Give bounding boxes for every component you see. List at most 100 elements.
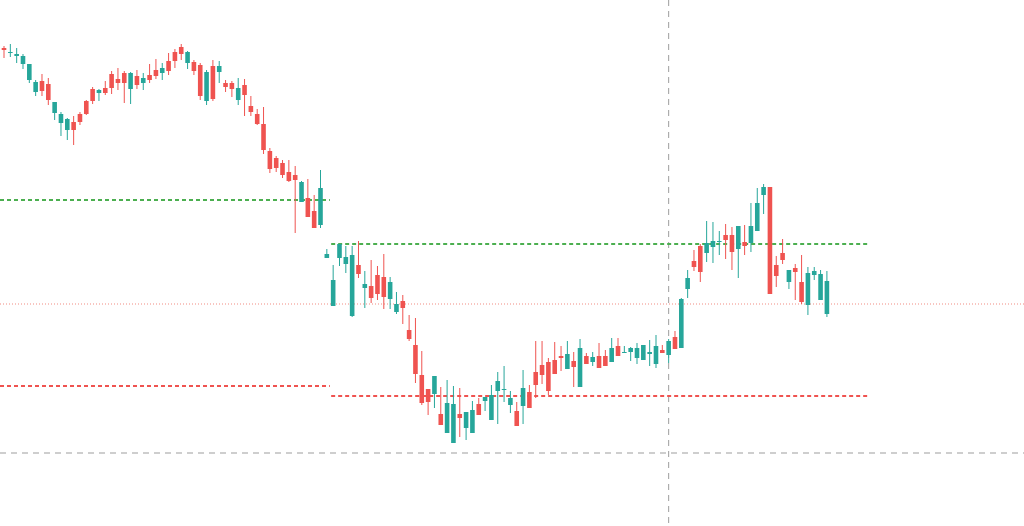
candle — [590, 352, 595, 366]
candle — [77, 112, 83, 125]
candle-body — [311, 211, 317, 228]
candle-body — [292, 175, 298, 180]
candle-body — [432, 376, 437, 394]
candle — [153, 59, 159, 79]
candle — [58, 112, 64, 136]
candle-body — [305, 198, 311, 217]
candle — [90, 87, 95, 104]
candle-body — [698, 246, 703, 272]
candle — [368, 260, 374, 303]
candle-body — [457, 414, 463, 418]
candle-body — [742, 242, 747, 246]
candle-body — [400, 301, 406, 308]
candle — [210, 60, 216, 101]
candle-body — [824, 281, 830, 314]
candle — [685, 270, 690, 298]
candle-body — [761, 187, 766, 195]
candle-body — [470, 410, 475, 433]
candle — [406, 315, 412, 341]
candle-body — [140, 78, 146, 83]
candle-body — [33, 82, 38, 92]
candle-body — [381, 277, 387, 297]
candle — [584, 353, 589, 364]
candle-body — [716, 241, 722, 242]
candle — [286, 160, 292, 182]
candle-body — [299, 182, 304, 202]
candle-body — [39, 81, 45, 91]
candle — [792, 264, 798, 300]
candle — [115, 68, 121, 90]
candle-body — [603, 356, 608, 366]
candle — [96, 89, 102, 101]
candle-body — [172, 52, 178, 61]
candle-body — [647, 352, 652, 354]
candle — [641, 345, 646, 360]
candle — [723, 224, 728, 259]
candle — [533, 341, 539, 398]
candle — [400, 295, 406, 324]
candle-body — [634, 348, 640, 358]
candle-body — [65, 119, 70, 130]
candle — [375, 266, 380, 300]
candle — [65, 118, 70, 140]
candle-body — [280, 163, 285, 175]
candle-body — [754, 203, 760, 231]
candle-body — [356, 265, 361, 274]
candle — [463, 412, 469, 440]
candle-body — [533, 372, 539, 385]
candle — [742, 225, 747, 255]
candle-body — [735, 226, 741, 249]
candle — [204, 70, 209, 105]
candle-body — [375, 275, 380, 294]
candle — [679, 298, 684, 348]
candle-body — [527, 392, 532, 408]
candle — [223, 80, 228, 92]
candle-body — [349, 255, 355, 316]
candle — [413, 318, 418, 383]
candle — [438, 387, 444, 425]
candle — [229, 81, 235, 97]
candle — [280, 160, 285, 178]
candle — [716, 231, 722, 255]
candle — [324, 249, 330, 258]
candle — [343, 246, 349, 273]
candle — [356, 241, 361, 278]
candle-body — [710, 241, 716, 247]
candle — [457, 388, 463, 437]
candle-body — [546, 362, 551, 391]
candle — [698, 244, 703, 282]
candle — [362, 271, 368, 308]
candle — [514, 402, 520, 426]
candle — [767, 187, 773, 294]
candle — [147, 64, 152, 83]
candle-body — [508, 398, 513, 405]
candle-body — [615, 346, 621, 356]
candle — [558, 346, 564, 371]
candles — [1, 44, 830, 443]
candle — [735, 226, 741, 278]
candle-body — [723, 235, 728, 240]
candle-body — [514, 411, 520, 426]
candle-body — [8, 52, 13, 53]
candle-body — [242, 85, 247, 95]
candle — [248, 96, 254, 116]
candle — [267, 148, 273, 173]
candle-body — [565, 354, 570, 369]
candle-body — [704, 243, 709, 253]
candle — [710, 222, 716, 263]
candle-body — [482, 397, 488, 401]
candle — [495, 372, 501, 424]
candle — [622, 346, 627, 353]
candle — [634, 343, 640, 364]
candle-body — [197, 65, 203, 96]
candle — [754, 188, 760, 231]
candle-body — [229, 83, 235, 89]
candle-body — [387, 282, 393, 299]
candle-body — [489, 395, 494, 420]
candle — [805, 267, 811, 315]
candle-body — [14, 54, 19, 56]
candle-body — [438, 414, 444, 425]
candle-body — [558, 356, 564, 358]
